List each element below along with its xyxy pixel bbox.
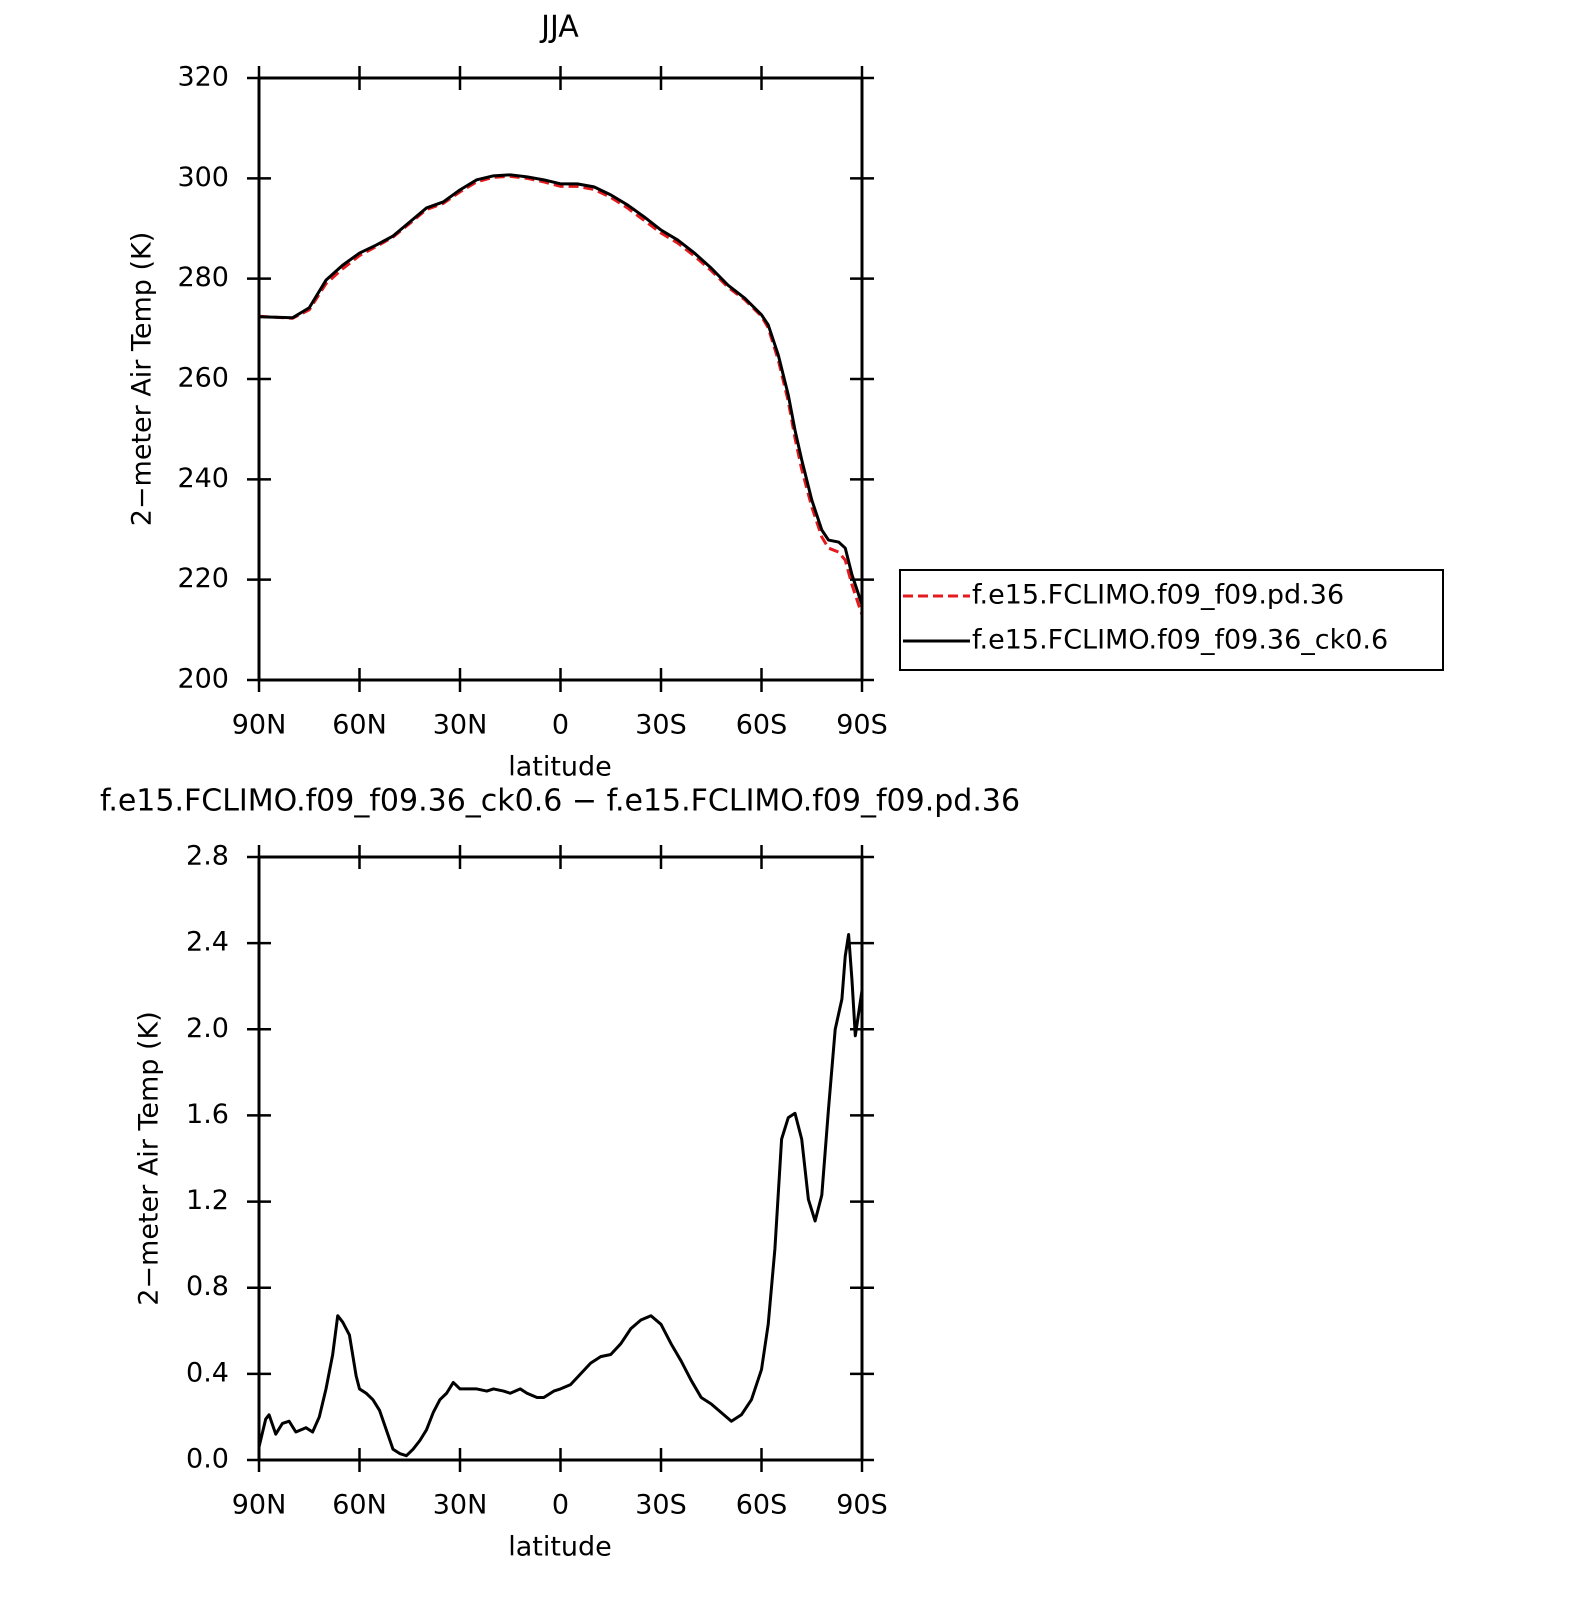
y-tick-label: 2.4 xyxy=(186,927,229,958)
y-tick-label: 320 xyxy=(177,62,229,93)
data-line xyxy=(257,933,864,1458)
y-axis-label: 2−meter Air Temp (K) xyxy=(127,232,158,527)
legend-label: f.e15.FCLIMO.f09_f09.36_ck0.6 xyxy=(972,625,1388,656)
data-line xyxy=(258,174,864,616)
x-tick-label: 90N xyxy=(232,1490,287,1521)
y-tick-label: 1.6 xyxy=(186,1099,229,1130)
y-tick-label: 200 xyxy=(177,664,229,695)
x-tick-label: 60N xyxy=(332,710,387,741)
y-tick-label: 280 xyxy=(177,262,229,293)
x-tick-label: 0 xyxy=(552,1490,569,1521)
x-tick-label: 30N xyxy=(433,710,488,741)
x-tick-label: 90N xyxy=(232,710,287,741)
x-tick-label: 90S xyxy=(836,710,888,741)
y-tick-label: 2.8 xyxy=(186,841,229,872)
x-tick-label: 60N xyxy=(332,1490,387,1521)
plot-frame xyxy=(257,76,864,682)
y-tick-label: 1.2 xyxy=(186,1185,229,1216)
y-tick-label: 0.8 xyxy=(186,1271,229,1302)
y-tick-label: 0.0 xyxy=(186,1444,229,1475)
y-tick-label: 300 xyxy=(177,162,229,193)
x-tick-label: 60S xyxy=(736,710,788,741)
plot-frame xyxy=(257,855,864,1462)
y-axis-label: 2−meter Air Temp (K) xyxy=(134,1011,165,1306)
x-tick-label: 90S xyxy=(836,1490,888,1521)
x-tick-label: 30S xyxy=(635,710,687,741)
legend-box xyxy=(899,569,1444,671)
x-tick-label: 30S xyxy=(635,1490,687,1521)
y-tick-label: 0.4 xyxy=(186,1357,229,1388)
x-axis-label: latitude xyxy=(508,752,612,783)
x-axis-label: latitude xyxy=(508,1532,612,1563)
y-tick-label: 260 xyxy=(177,363,229,394)
y-tick-label: 240 xyxy=(177,463,229,494)
x-tick-label: 60S xyxy=(736,1490,788,1521)
data-line xyxy=(258,173,864,606)
x-tick-label: 0 xyxy=(552,710,569,741)
y-tick-label: 2.0 xyxy=(186,1013,229,1044)
chart-title: f.e15.FCLIMO.f09_f09.36_ck0.6 − f.e15.FC… xyxy=(100,784,1020,819)
x-tick-label: 30N xyxy=(433,1490,488,1521)
chart-title: JJA xyxy=(539,10,579,45)
y-tick-label: 220 xyxy=(177,563,229,594)
legend-label: f.e15.FCLIMO.f09_f09.pd.36 xyxy=(972,580,1344,611)
